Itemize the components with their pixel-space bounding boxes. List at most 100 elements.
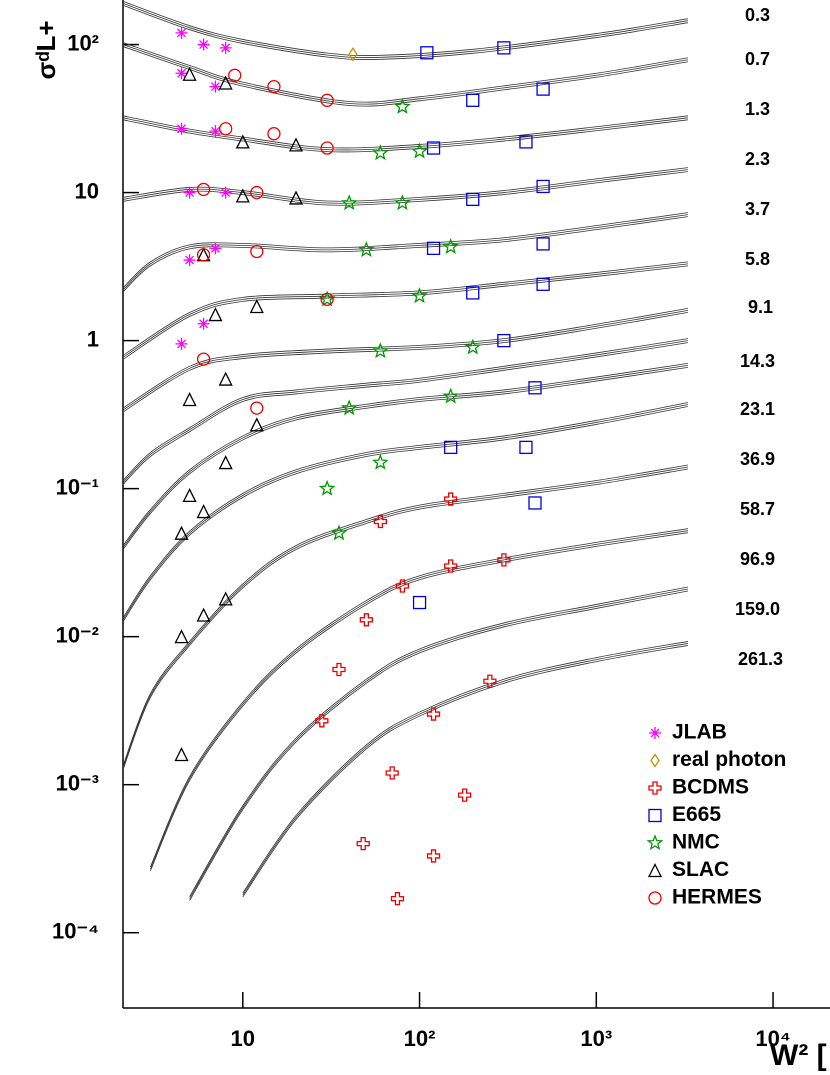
model-curve — [242, 645, 689, 898]
data-point — [175, 122, 188, 135]
data-point — [372, 342, 389, 359]
data-point — [466, 192, 480, 207]
data-point — [348, 47, 358, 62]
data-point — [209, 125, 222, 138]
model-curve — [122, 340, 689, 483]
data-point — [249, 299, 264, 314]
data-point — [357, 241, 375, 258]
data-point — [464, 338, 482, 355]
data-point — [340, 399, 358, 416]
data-point — [219, 186, 232, 199]
model-curve — [122, 468, 689, 770]
bin-label: 0.3 — [745, 5, 770, 25]
data-point — [497, 41, 511, 55]
data-point — [267, 127, 281, 141]
data-point — [219, 41, 232, 54]
legend-item: JLAB — [649, 721, 727, 744]
data-point — [208, 307, 223, 322]
bin-label: 3.7 — [745, 199, 770, 219]
data-point — [394, 194, 411, 211]
model-curve — [150, 530, 689, 870]
model-curve — [122, 216, 689, 293]
y-tick-label: 10² — [67, 30, 99, 55]
data-point — [183, 254, 196, 267]
data-point — [235, 134, 250, 149]
legend-label: BCDMS — [672, 776, 749, 799]
model-curve — [122, 46, 689, 107]
model-curve — [122, 312, 689, 413]
data-point — [196, 352, 211, 366]
y-tick-label: 10⁻³ — [56, 770, 99, 795]
data-point — [497, 553, 511, 567]
data-point — [394, 98, 411, 114]
bin-label: 23.1 — [740, 399, 775, 419]
model-curve — [122, 214, 689, 291]
legend-item: BCDMS — [648, 776, 749, 799]
data-point — [444, 440, 458, 455]
data-point — [385, 766, 399, 780]
data-point — [426, 141, 441, 155]
data-point — [174, 747, 189, 762]
y-tick-label: 10⁻⁴ — [52, 919, 99, 944]
data-point — [536, 179, 550, 194]
data-point — [250, 401, 264, 415]
data-point — [372, 453, 389, 470]
bin-label: 261.3 — [738, 649, 783, 669]
legend-item: E665 — [648, 803, 721, 826]
data-point — [411, 287, 428, 304]
data-point — [175, 26, 188, 39]
data-point — [497, 333, 511, 348]
data-point — [175, 67, 188, 80]
data-point — [218, 75, 233, 90]
legend-item: HERMES — [648, 886, 762, 909]
model-curve — [122, 115, 688, 149]
data-point — [318, 479, 336, 496]
data-point — [249, 417, 264, 432]
data-point — [332, 662, 346, 677]
y-tick-label: 1 — [87, 326, 99, 351]
data-point — [174, 525, 189, 540]
legend-marker — [647, 863, 663, 878]
data-point — [209, 242, 222, 255]
x-tick-label: 10 — [231, 1026, 255, 1051]
x-tick-label: 10³ — [580, 1026, 612, 1051]
data-point — [175, 337, 188, 350]
model-curve — [122, 406, 689, 623]
model-curve — [122, 367, 689, 550]
data-point — [174, 629, 189, 644]
data-point — [412, 595, 427, 610]
model-curve — [122, 338, 689, 481]
bin-label: 58.7 — [740, 499, 775, 519]
model-curve — [122, 402, 689, 619]
data-point — [536, 237, 550, 251]
data-point — [197, 38, 210, 51]
data-point — [442, 237, 459, 254]
data-point — [196, 248, 211, 262]
data-point — [267, 79, 281, 94]
bin-label: 9.1 — [748, 297, 773, 317]
data-point — [196, 182, 211, 197]
data-point — [483, 674, 497, 688]
data-point — [458, 788, 472, 802]
data-point — [196, 607, 211, 622]
data-point — [182, 487, 197, 503]
model-curve — [122, 263, 688, 358]
model-curve — [122, 466, 689, 768]
model-curve — [122, 167, 688, 202]
data-point — [209, 80, 222, 93]
model-curve — [122, 212, 689, 289]
model-curve — [122, 0, 689, 56]
model-curve — [122, 2, 689, 58]
legend-label: real photon — [672, 748, 786, 771]
data-point — [536, 82, 550, 96]
data-point — [390, 891, 405, 906]
model-curve — [122, 42, 689, 103]
bin-label: 14.3 — [740, 351, 775, 371]
model-curve — [122, 265, 688, 360]
data-point — [183, 186, 196, 199]
y-tick-label: 10⁻² — [56, 622, 99, 647]
legend-marker — [649, 727, 661, 739]
data-point — [411, 142, 428, 159]
